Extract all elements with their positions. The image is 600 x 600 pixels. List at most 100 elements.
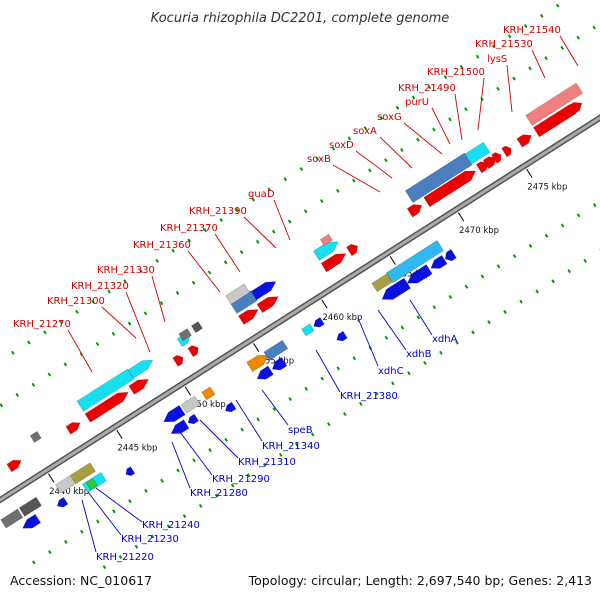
gene-arrow [84, 391, 129, 423]
gene-label: soxB [307, 154, 331, 165]
guide-dot [48, 550, 52, 555]
gene-arrow [319, 233, 333, 246]
guide-dot [416, 137, 420, 142]
leader-line [379, 136, 413, 169]
genome-axis-ticks: 2440 kbp 2445 kbp 2450 kbp 2455 kbp 2460 kbp… [48, 168, 567, 497]
guide-dot [475, 54, 480, 59]
guide-dot [208, 448, 212, 453]
gene-arrow [178, 328, 192, 342]
guide-dot [464, 107, 468, 112]
leader-line [559, 35, 579, 67]
guide-dot [144, 488, 148, 493]
gene-label: KRH_21310 [238, 457, 296, 468]
guide-dot [27, 340, 31, 345]
axis-tick [389, 255, 396, 265]
gene-arrow [6, 459, 22, 473]
guide-dot [127, 321, 132, 326]
axis-tick-label: 2455 kbp [254, 357, 294, 367]
gene-label: KRH_21390 [189, 206, 247, 217]
leader-line [477, 77, 485, 131]
leader-line [243, 216, 277, 249]
leader-line [357, 317, 379, 367]
gene-arrow [65, 422, 81, 435]
guide-dot [491, 44, 496, 49]
guide-dot [523, 24, 528, 29]
guide-dot [235, 207, 240, 212]
guide-dot [246, 473, 251, 478]
guide-dot [391, 381, 395, 386]
guide-dot [503, 309, 507, 314]
guide-dot [80, 529, 84, 534]
gene-arrow [187, 345, 199, 358]
guide-dot [443, 75, 448, 80]
guide-dot [11, 350, 15, 355]
gene-arrow [256, 365, 274, 380]
leader-line [101, 306, 137, 339]
guide-dot [319, 199, 324, 204]
guide-dot [464, 284, 469, 289]
leader-line [273, 199, 291, 241]
guide-dot [299, 166, 304, 172]
gene-label: KRH_21490 [398, 83, 456, 94]
gene-label: KRH_21280 [190, 488, 248, 499]
guide-dot [439, 350, 443, 355]
gene-arrow [246, 354, 269, 373]
gene-arrow [180, 395, 201, 414]
guide-dot [560, 223, 565, 228]
guide-dot [448, 294, 453, 299]
gene-label: KRH_21320 [71, 281, 129, 292]
guide-dot [539, 13, 544, 18]
guide-dot [411, 95, 416, 100]
gene-label: speB [288, 425, 313, 436]
guide-dot [32, 560, 36, 565]
guide-dot [379, 115, 384, 120]
guide-dot [112, 509, 116, 514]
gene-arrow [444, 249, 457, 262]
guide-dot [363, 126, 368, 131]
guide-dot [347, 136, 352, 141]
gene-arrow [170, 419, 190, 434]
guide-dot [592, 25, 596, 30]
gene-arrow [76, 368, 135, 412]
label-leader-lines [67, 35, 579, 553]
guide-dot [416, 315, 421, 320]
guide-dot [375, 391, 379, 396]
gene-arrow [201, 386, 216, 401]
guide-dot [240, 427, 244, 432]
gene-label: KRH_21290 [212, 474, 270, 485]
guide-dot [160, 478, 164, 483]
gene-label: KRH_21360 [133, 240, 191, 251]
gene-label: soxD [329, 140, 354, 151]
leader-line [214, 233, 241, 273]
axis-tick-label: 2450 kbp [186, 400, 226, 410]
guide-dot [267, 187, 272, 192]
guide-dot [555, 3, 560, 8]
axis-tick [253, 342, 260, 352]
gene-arrow [56, 497, 69, 508]
guide-dot [535, 289, 539, 294]
gene-arrow [482, 156, 497, 170]
guide-dot [336, 366, 341, 371]
leader-line [67, 329, 93, 373]
guide-dot [336, 188, 340, 193]
genome-summary-text: Topology: circular; Length: 2,697,540 bp… [248, 573, 592, 588]
leader-line [81, 499, 97, 553]
gene-arrow [85, 478, 98, 491]
guide-dot [592, 203, 597, 208]
gene-arrow [256, 296, 279, 314]
axis-tick-label: 2470 kbp [459, 226, 499, 236]
leader-line [235, 399, 263, 442]
guide-dot [256, 417, 260, 422]
leader-line [403, 122, 443, 155]
gene-label: purU [405, 97, 429, 108]
guide-dot [519, 299, 523, 304]
guide-dot [303, 209, 308, 214]
gene-label: KRH_21540 [503, 25, 561, 36]
accession-text: Accession: NC_010617 [10, 573, 152, 588]
axis-tick-label: 2475 kbp [527, 182, 567, 192]
gene-arrow [271, 357, 288, 371]
gene-arrow [346, 243, 358, 257]
gene-label: KRH_21500 [427, 67, 485, 78]
gene-arrow [475, 161, 488, 174]
gene-arrow [516, 134, 532, 148]
